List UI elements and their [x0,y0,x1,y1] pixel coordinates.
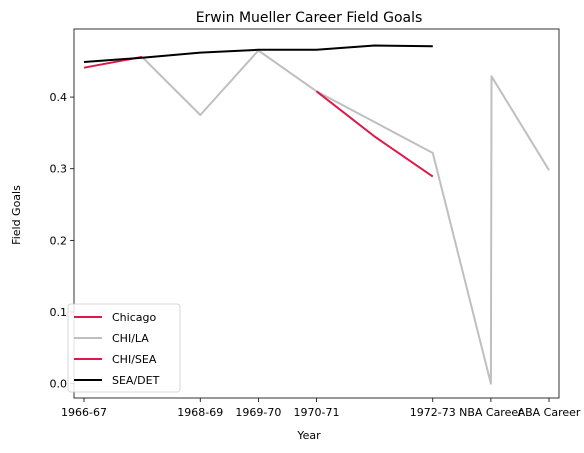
y-tick-label: 0.0 [50,378,68,391]
legend: Chicago CHI/LA CHI/SEA SEA/DET [67,303,181,393]
x-tick-label: 1966-67 [61,406,107,419]
legend-label-chi-sea: CHI/SEA [112,353,157,366]
chart-title: Erwin Mueller Career Field Goals [196,10,423,26]
x-axis: 1966-67 1968-69 1969-70 1970-71 1972-73 NBA C… [61,398,581,419]
legend-label-chi-la: CHI/LA [112,332,149,345]
y-tick-label: 0.2 [50,234,68,247]
x-tick-label: 1970-71 [294,406,340,419]
y-axis-label: Field Goals [10,185,23,245]
legend-label-sea-det: SEA/DET [112,374,160,387]
y-tick-label: 0.3 [50,163,68,176]
series-line-chi-la [141,49,550,385]
x-tick-label: 1969-70 [235,406,281,419]
x-tick-label: NBA Career [459,406,523,419]
series-line-chi-sea [315,90,434,178]
series-line-sea-det [83,44,433,63]
x-axis-label: Year [296,429,321,442]
y-tick-label: 0.4 [50,91,68,104]
x-tick-label: 1968-69 [177,406,223,419]
plot-lines [83,44,550,385]
x-tick-label: 1972-73 [410,406,456,419]
legend-label-chicago: Chicago [112,311,156,324]
legend-box [67,303,181,393]
x-tick-label: ABA Career [518,406,581,419]
y-tick-label: 0.1 [50,306,68,319]
